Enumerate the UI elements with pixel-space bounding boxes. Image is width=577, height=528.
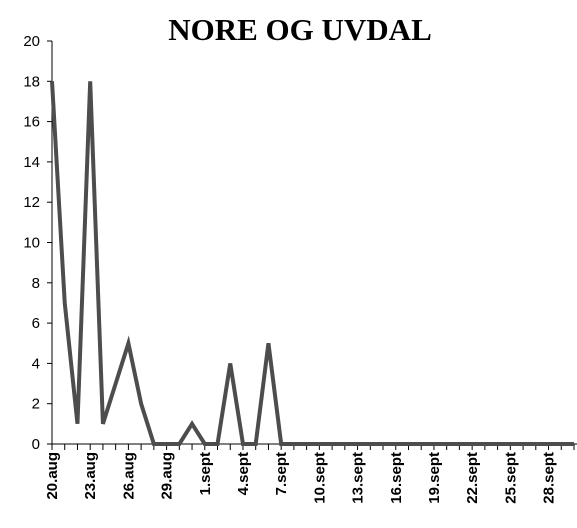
y-tick-label: 0 [32,436,40,453]
x-tick-label: 26.aug [120,452,137,500]
x-tick-label: 29.aug [159,452,176,500]
x-tick-label: 13.sept [350,452,367,504]
chart-title: NORE OG UVDAL [168,12,432,47]
x-tick-label: 16.sept [388,452,405,504]
y-tick-label: 12 [23,194,40,211]
x-tick-label: 20.aug [44,452,61,500]
x-tick-label: 19.sept [426,452,443,504]
y-tick-label: 18 [23,73,40,90]
y-tick-label: 4 [32,355,40,372]
x-tick-label: 22.sept [464,452,481,504]
y-tick-label: 16 [23,114,40,131]
y-tick-label: 10 [23,235,40,252]
y-tick-label: 8 [32,275,40,292]
x-tick-label: 23.aug [82,452,99,500]
x-tick-label: 25.sept [502,452,519,504]
data-line [50,81,574,446]
y-tick-label: 14 [23,154,40,171]
x-tick-label: 4.sept [235,452,252,495]
x-tick-label: 10.sept [311,452,328,504]
y-tick-label: 2 [32,396,40,413]
y-tick-label: 20 [23,33,40,50]
x-tick-label: 28.sept [541,452,558,504]
x-tick-label: 7.sept [273,452,290,495]
y-tick-label: 6 [32,315,40,332]
x-tick-label: 1.sept [197,452,214,495]
